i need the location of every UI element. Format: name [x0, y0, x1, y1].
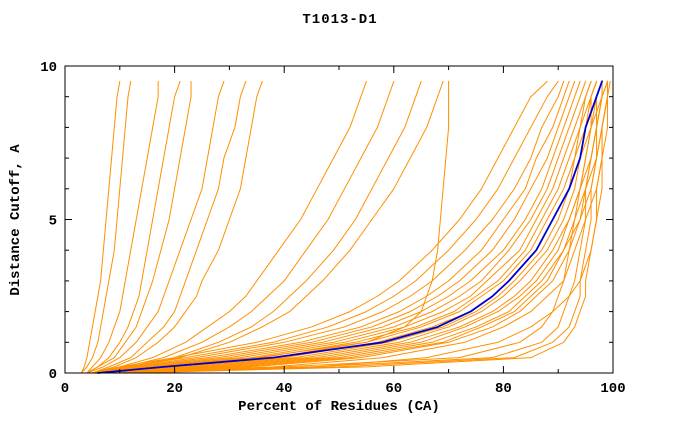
x-tick-label: 0	[61, 381, 69, 397]
y-tick-label: 0	[49, 367, 57, 383]
model-curve	[113, 80, 598, 374]
model-curve	[80, 80, 132, 374]
model-curve	[97, 80, 422, 374]
y-tick-label: 10	[40, 60, 57, 76]
model-curve	[97, 80, 592, 374]
model-curve	[86, 80, 181, 374]
model-curve	[119, 80, 603, 374]
model-curve	[91, 80, 395, 374]
model-curve	[91, 80, 570, 374]
highlighted-model-curve	[96, 80, 603, 374]
model-curve	[91, 80, 576, 374]
y-axis-label: Distance Cutoff, A	[8, 144, 24, 296]
model-curve	[97, 80, 581, 374]
model-curve	[86, 80, 159, 374]
x-tick-label: 80	[495, 381, 512, 397]
x-tick-label: 60	[385, 381, 402, 397]
model-curve	[86, 80, 225, 374]
model-curve	[86, 80, 192, 374]
x-axis-label: Percent of Residues (CA)	[238, 399, 440, 415]
y-tick-label: 5	[49, 214, 57, 230]
model-curve	[91, 80, 367, 374]
x-tick-label: 100	[600, 381, 625, 397]
model-curve	[97, 80, 587, 374]
model-curve	[102, 80, 603, 374]
model-curve	[91, 80, 548, 374]
model-curve	[80, 80, 121, 374]
model-curve	[91, 80, 263, 374]
model-curve	[97, 80, 592, 374]
model-curve	[130, 80, 609, 374]
x-tick-label: 20	[166, 381, 183, 397]
model-curve	[113, 80, 609, 374]
x-tick-label: 40	[276, 381, 293, 397]
model-curve	[91, 80, 559, 374]
model-curve	[91, 80, 247, 374]
model-curve	[135, 80, 611, 374]
model-curve	[91, 80, 444, 374]
model-curve	[91, 80, 565, 374]
chart-title: T1013-D1	[302, 12, 378, 28]
model-curve	[119, 80, 609, 374]
